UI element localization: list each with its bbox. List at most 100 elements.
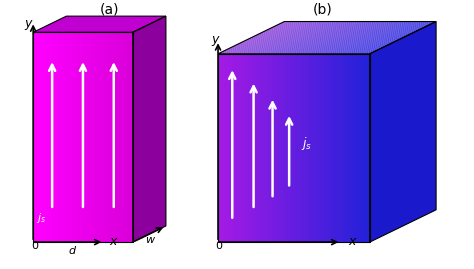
Polygon shape — [365, 54, 366, 242]
Polygon shape — [346, 54, 347, 242]
Polygon shape — [54, 32, 55, 242]
Polygon shape — [40, 32, 41, 242]
Polygon shape — [273, 54, 275, 242]
Polygon shape — [89, 32, 90, 242]
Polygon shape — [368, 54, 370, 242]
Polygon shape — [255, 54, 256, 242]
Polygon shape — [343, 54, 345, 242]
Polygon shape — [279, 22, 347, 54]
Polygon shape — [63, 32, 64, 242]
Polygon shape — [93, 32, 94, 242]
Polygon shape — [294, 22, 362, 54]
Polygon shape — [298, 54, 299, 242]
Polygon shape — [233, 22, 301, 54]
Polygon shape — [243, 22, 311, 54]
Polygon shape — [305, 54, 307, 242]
Polygon shape — [243, 54, 245, 242]
Polygon shape — [224, 54, 226, 242]
Polygon shape — [303, 22, 372, 54]
Polygon shape — [229, 54, 231, 242]
Polygon shape — [99, 32, 100, 242]
Polygon shape — [267, 54, 269, 242]
Polygon shape — [113, 32, 114, 242]
Polygon shape — [236, 54, 237, 242]
Polygon shape — [347, 22, 415, 54]
Polygon shape — [286, 22, 355, 54]
Polygon shape — [327, 54, 328, 242]
Text: x: x — [109, 235, 117, 248]
Polygon shape — [106, 32, 107, 242]
Polygon shape — [246, 22, 315, 54]
Polygon shape — [319, 54, 320, 242]
Polygon shape — [44, 32, 45, 242]
Polygon shape — [235, 54, 236, 242]
Polygon shape — [97, 32, 98, 242]
Polygon shape — [308, 54, 309, 242]
Polygon shape — [366, 22, 434, 54]
Polygon shape — [260, 22, 328, 54]
Polygon shape — [358, 54, 360, 242]
Polygon shape — [343, 22, 411, 54]
Polygon shape — [347, 54, 348, 242]
Polygon shape — [231, 54, 232, 242]
Polygon shape — [41, 32, 42, 242]
Polygon shape — [33, 16, 166, 32]
Polygon shape — [61, 32, 62, 242]
Polygon shape — [304, 54, 305, 242]
Text: (a): (a) — [99, 2, 119, 16]
Polygon shape — [357, 54, 358, 242]
Polygon shape — [298, 22, 366, 54]
Polygon shape — [309, 22, 377, 54]
Polygon shape — [239, 22, 307, 54]
Polygon shape — [336, 22, 404, 54]
Polygon shape — [294, 54, 295, 242]
Polygon shape — [271, 54, 273, 242]
Polygon shape — [311, 22, 379, 54]
Polygon shape — [322, 54, 323, 242]
Polygon shape — [49, 32, 50, 242]
Polygon shape — [83, 32, 84, 242]
Polygon shape — [132, 32, 133, 242]
Polygon shape — [362, 22, 430, 54]
Text: x: x — [348, 235, 356, 248]
Polygon shape — [73, 32, 74, 242]
Polygon shape — [360, 54, 361, 242]
Polygon shape — [114, 32, 115, 242]
Polygon shape — [229, 22, 298, 54]
Polygon shape — [356, 22, 425, 54]
Polygon shape — [102, 32, 103, 242]
Polygon shape — [257, 54, 258, 242]
Polygon shape — [330, 22, 398, 54]
Polygon shape — [252, 54, 254, 242]
Polygon shape — [231, 22, 300, 54]
Polygon shape — [317, 22, 385, 54]
Polygon shape — [320, 22, 389, 54]
Polygon shape — [55, 32, 56, 242]
Polygon shape — [271, 22, 339, 54]
Polygon shape — [85, 32, 86, 242]
Polygon shape — [303, 54, 304, 242]
Polygon shape — [115, 32, 116, 242]
Polygon shape — [127, 32, 128, 242]
Polygon shape — [36, 32, 37, 242]
Polygon shape — [364, 22, 432, 54]
Polygon shape — [131, 32, 132, 242]
Polygon shape — [242, 54, 243, 242]
Polygon shape — [341, 22, 410, 54]
Polygon shape — [355, 22, 423, 54]
Polygon shape — [52, 32, 53, 242]
Polygon shape — [256, 54, 257, 242]
Polygon shape — [103, 32, 104, 242]
Polygon shape — [241, 54, 242, 242]
Polygon shape — [324, 22, 392, 54]
Polygon shape — [292, 54, 294, 242]
Polygon shape — [332, 22, 400, 54]
Polygon shape — [336, 54, 337, 242]
Polygon shape — [76, 32, 77, 242]
Text: 0: 0 — [216, 241, 223, 251]
Polygon shape — [355, 54, 356, 242]
Polygon shape — [276, 54, 277, 242]
Polygon shape — [69, 32, 70, 242]
Polygon shape — [51, 32, 52, 242]
Polygon shape — [256, 22, 324, 54]
